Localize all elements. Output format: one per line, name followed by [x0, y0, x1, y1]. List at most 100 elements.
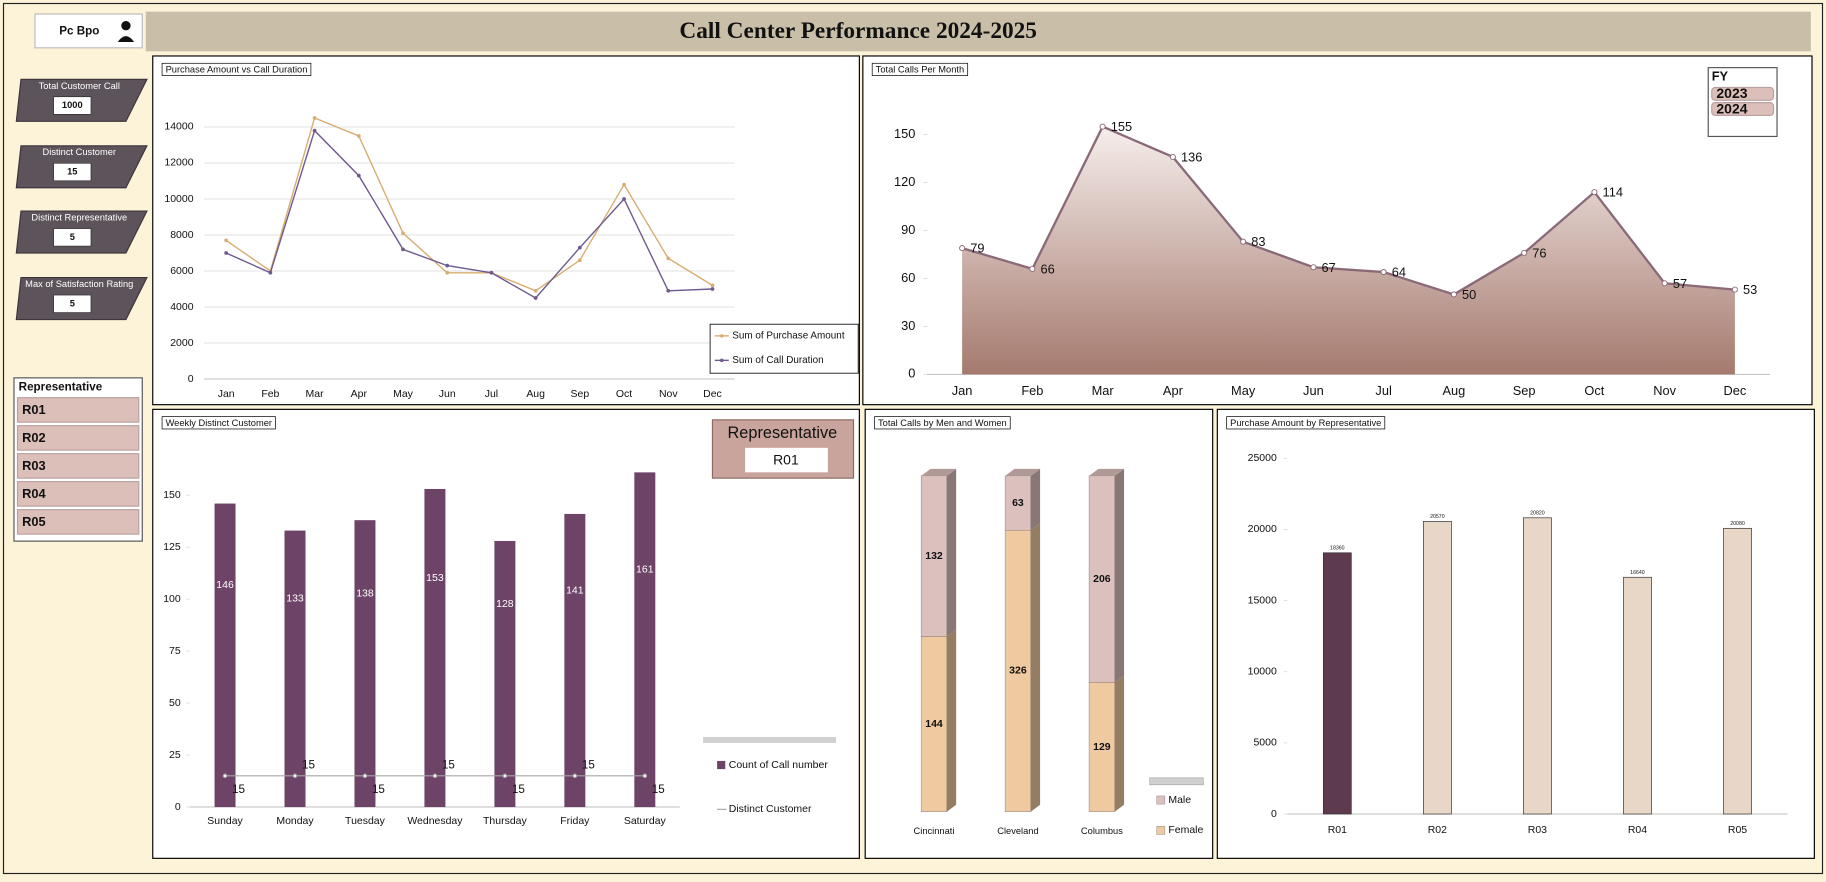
data-label: 50	[1462, 287, 1476, 302]
point	[577, 258, 582, 263]
point	[572, 773, 578, 779]
data-label: 15	[652, 783, 665, 796]
bar	[564, 513, 586, 808]
point	[1521, 249, 1528, 256]
data-label: 114	[1603, 185, 1623, 200]
slicer-item[interactable]	[16, 509, 140, 535]
x-tick-label: Wednesday	[407, 816, 463, 827]
kpi-label: Total Customer Call	[39, 81, 120, 91]
point	[1661, 280, 1668, 287]
kpi-label: Distinct Customer	[43, 147, 116, 157]
selection-card-title: Representative	[728, 424, 838, 442]
x-tick-label: Sunday	[207, 816, 243, 827]
data-label: 153	[426, 573, 444, 584]
y-tick-label: 10000	[1248, 667, 1277, 678]
bar-side	[1030, 523, 1041, 812]
data-label: 79	[970, 241, 984, 256]
slicer-item[interactable]	[16, 425, 140, 451]
x-tick-label: Jul	[1375, 383, 1391, 398]
data-label: 128	[496, 599, 514, 610]
data-label: 20820	[1530, 511, 1545, 517]
header-title: Call Center Performance 2024-2025	[679, 18, 1037, 44]
slicer-item[interactable]	[1711, 102, 1775, 117]
x-tick-label: R02	[1428, 825, 1447, 836]
kpi-label: Distinct Representative	[31, 213, 127, 223]
y-tick-label: 150	[894, 126, 915, 141]
kpi-value-box	[53, 228, 92, 247]
legend-label: Sum of Call Duration	[732, 355, 823, 366]
bar	[1623, 576, 1652, 815]
point	[642, 773, 648, 779]
x-tick-label: Sep	[571, 389, 590, 400]
bar	[424, 488, 446, 808]
logo-icon	[121, 20, 131, 31]
chart-title-box	[161, 416, 276, 430]
legend-label: Male	[1168, 795, 1191, 806]
slicer-item-label[interactable]: R01	[22, 402, 46, 417]
point	[1450, 291, 1457, 298]
point	[401, 247, 405, 252]
data-label: 129	[1093, 742, 1111, 753]
data-label: 67	[1322, 260, 1336, 275]
y-tick-label: 25000	[1248, 453, 1277, 464]
y-tick-label: 50	[169, 698, 181, 709]
slicer-item-label[interactable]: 2024	[1716, 100, 1747, 116]
point	[312, 128, 317, 133]
bar	[1523, 517, 1552, 815]
kpi-value: 15	[67, 166, 77, 176]
chart-title-box	[1226, 416, 1386, 430]
data-label: 138	[356, 588, 374, 599]
data-label: 15	[372, 783, 385, 796]
legend-label: Count of Call number	[729, 760, 829, 771]
data-label: 18360	[1330, 546, 1345, 552]
slicer-title: Representative	[19, 380, 103, 393]
legend-label: Sum of Purchase Amount	[732, 330, 845, 341]
data-label: 144	[925, 719, 943, 730]
bar-top	[1089, 468, 1125, 476]
x-tick-label: Aug	[526, 389, 545, 400]
slicer-item[interactable]	[16, 481, 140, 507]
legend-label: Female	[1168, 825, 1203, 836]
point	[356, 134, 361, 138]
point	[710, 287, 715, 291]
x-tick-label: May	[393, 389, 414, 400]
legend-swatch	[1156, 826, 1166, 835]
data-label: 15	[512, 783, 525, 796]
x-tick-label: Jun	[439, 389, 456, 400]
legend-swatch	[717, 760, 726, 770]
y-tick-label: 6000	[170, 266, 193, 277]
chart-title-box	[871, 62, 969, 76]
data-label: 136	[1181, 150, 1202, 165]
y-tick-label: 10000	[164, 194, 193, 205]
slicer-item-label[interactable]: R02	[22, 430, 46, 445]
header-bar	[145, 11, 1811, 52]
slicer-item-label[interactable]: R05	[22, 514, 46, 529]
chart-title: Total Calls by Men and Women	[878, 418, 1007, 428]
slicer-item-label[interactable]: R04	[22, 486, 46, 501]
bar-top	[1005, 468, 1041, 476]
data-label: 20570	[1430, 514, 1445, 520]
bar	[634, 472, 656, 808]
slicer-item-label[interactable]: R03	[22, 458, 46, 473]
point	[445, 270, 450, 275]
x-tick-label: Friday	[560, 816, 590, 827]
x-tick-label: R03	[1528, 825, 1547, 836]
y-tick-label: 14000	[164, 122, 193, 133]
slicer-item[interactable]	[16, 397, 140, 423]
data-label: 133	[286, 594, 304, 605]
data-label: 57	[1673, 276, 1687, 291]
slicer-title: FY	[1712, 68, 1729, 83]
x-tick-label: Cincinnati	[914, 826, 955, 836]
chart-title-box	[161, 62, 312, 76]
kpi-value-box	[53, 162, 92, 182]
slicer-item-label[interactable]: 2023	[1716, 85, 1747, 101]
slicer-item[interactable]	[16, 453, 140, 479]
y-tick-label: 100	[163, 594, 181, 605]
logo-box	[34, 13, 143, 49]
legend-swatch	[720, 358, 724, 363]
data-label: 155	[1111, 119, 1132, 134]
kpi-label: Max of Satisfaction Rating	[25, 279, 133, 289]
data-label: 15	[442, 758, 455, 771]
slicer-item[interactable]	[1711, 86, 1775, 101]
